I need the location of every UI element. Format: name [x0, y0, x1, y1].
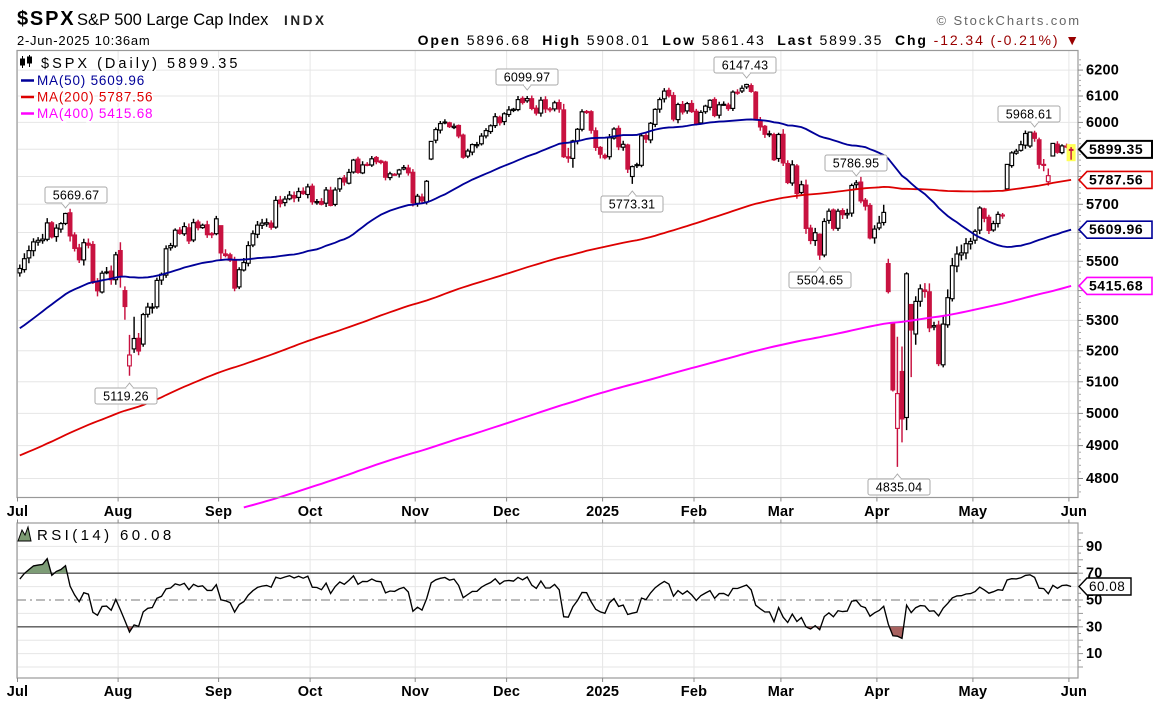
svg-text:Mar: Mar	[768, 504, 795, 520]
svg-text:Sep: Sep	[205, 684, 232, 700]
svg-text:Jun: Jun	[1061, 684, 1087, 700]
svg-text:5787.56: 5787.56	[1089, 171, 1143, 187]
svg-text:Oct: Oct	[298, 684, 323, 700]
svg-text:6099.97: 6099.97	[504, 71, 551, 85]
svg-text:5504.65: 5504.65	[797, 274, 844, 288]
svg-text:May: May	[958, 504, 987, 520]
svg-text:2-Jun-2025 10:36am: 2-Jun-2025 10:36am	[17, 33, 150, 48]
svg-text:5415.68: 5415.68	[1089, 277, 1143, 293]
svg-text:RSI(14) 60.08: RSI(14) 60.08	[37, 527, 175, 544]
svg-text:90: 90	[1086, 539, 1103, 555]
svg-text:S&P 500 Large Cap Index: S&P 500 Large Cap Index	[77, 11, 269, 29]
svg-text:5609.96: 5609.96	[1089, 221, 1143, 237]
svg-text:Apr: Apr	[864, 684, 890, 700]
svg-text:6200: 6200	[1086, 63, 1119, 79]
svg-text:Aug: Aug	[104, 684, 133, 700]
svg-text:5899.35: 5899.35	[1089, 141, 1143, 157]
svg-text:5300: 5300	[1086, 313, 1119, 329]
svg-text:5500: 5500	[1086, 254, 1119, 270]
svg-text:Feb: Feb	[681, 504, 707, 520]
svg-text:Dec: Dec	[493, 504, 520, 520]
svg-text:50: 50	[1086, 593, 1103, 609]
svg-text:5700: 5700	[1086, 197, 1119, 213]
svg-text:$SPX (Daily) 5899.35: $SPX (Daily) 5899.35	[41, 56, 240, 72]
svg-text:5773.31: 5773.31	[609, 198, 656, 212]
svg-text:Aug: Aug	[104, 504, 133, 520]
svg-text:Nov: Nov	[401, 504, 429, 520]
svg-text:Dec: Dec	[493, 684, 520, 700]
svg-text:May: May	[958, 684, 987, 700]
svg-text:MA(50) 5609.96: MA(50) 5609.96	[37, 73, 145, 88]
svg-text:60.08: 60.08	[1089, 579, 1125, 594]
svg-text:30: 30	[1086, 619, 1103, 635]
svg-text:6000: 6000	[1086, 115, 1119, 131]
svg-text:5000: 5000	[1086, 406, 1119, 422]
svg-text:2025: 2025	[586, 504, 619, 520]
svg-text:INDX: INDX	[284, 13, 327, 28]
svg-text:Jun: Jun	[1061, 504, 1087, 520]
svg-text:Apr: Apr	[864, 504, 890, 520]
svg-text:5119.26: 5119.26	[103, 390, 149, 404]
svg-text:Jul: Jul	[7, 504, 29, 520]
svg-text:Nov: Nov	[401, 684, 429, 700]
svg-text:MA(400) 5415.68: MA(400) 5415.68	[37, 106, 153, 121]
svg-text:5786.95: 5786.95	[833, 157, 880, 171]
svg-text:5200: 5200	[1086, 343, 1119, 359]
svg-text:© StockCharts.com: © StockCharts.com	[937, 13, 1081, 28]
svg-text:2025: 2025	[586, 684, 619, 700]
svg-text:4900: 4900	[1086, 438, 1119, 454]
svg-text:6147.43: 6147.43	[722, 59, 769, 73]
svg-text:MA(200) 5787.56: MA(200) 5787.56	[37, 90, 153, 105]
svg-text:Open 5896.68 High 5908.01 Lo: Open 5896.68 High 5908.01 Low 5861.43 La…	[418, 32, 1081, 48]
svg-text:4800: 4800	[1086, 471, 1119, 487]
svg-text:6100: 6100	[1086, 89, 1119, 105]
svg-text:Sep: Sep	[205, 504, 232, 520]
svg-text:Oct: Oct	[298, 504, 323, 520]
svg-text:Feb: Feb	[681, 684, 707, 700]
svg-text:$SPX: $SPX	[17, 8, 75, 30]
svg-text:5669.67: 5669.67	[53, 189, 100, 203]
svg-text:10: 10	[1086, 646, 1103, 662]
svg-text:5100: 5100	[1086, 374, 1119, 390]
svg-text:5968.61: 5968.61	[1006, 108, 1053, 122]
svg-text:Jul: Jul	[7, 684, 29, 700]
svg-text:Mar: Mar	[768, 684, 795, 700]
svg-text:4835.04: 4835.04	[876, 481, 923, 495]
